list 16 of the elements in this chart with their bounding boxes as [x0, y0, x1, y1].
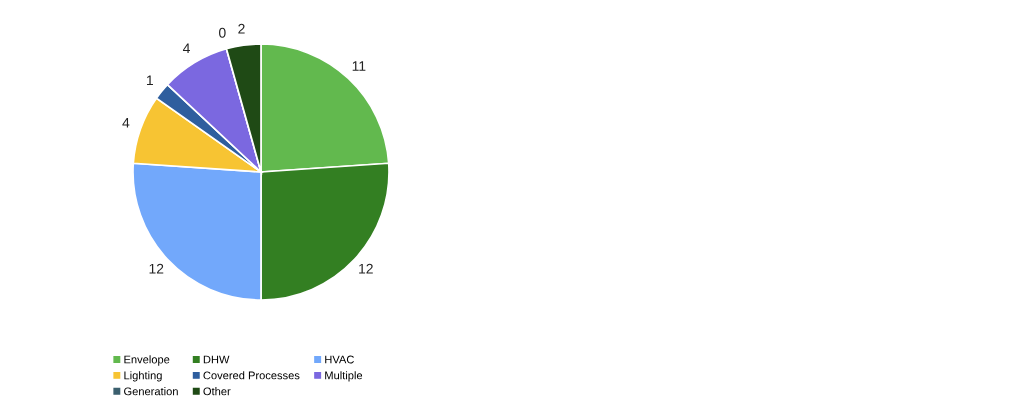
legend-label: Envelope: [124, 355, 170, 366]
data-label: 4: [182, 43, 190, 54]
text: 0: [219, 27, 226, 38]
data-label: 12: [359, 263, 373, 274]
legend-label: Generation: [124, 387, 178, 396]
data-label: 4: [122, 118, 130, 128]
data-label: 1: [146, 75, 153, 86]
data-label: 11: [352, 61, 366, 71]
legend-label: Other: [203, 387, 231, 396]
data-label: 12: [149, 263, 164, 274]
legend-label: Covered Processes: [203, 371, 300, 380]
legend-label: Lighting: [124, 371, 162, 382]
legend-label: DHW: [203, 355, 230, 364]
legend-label: Multiple: [325, 371, 363, 382]
data-label: 2: [238, 23, 245, 34]
legend-label: HVAC: [325, 355, 354, 364]
